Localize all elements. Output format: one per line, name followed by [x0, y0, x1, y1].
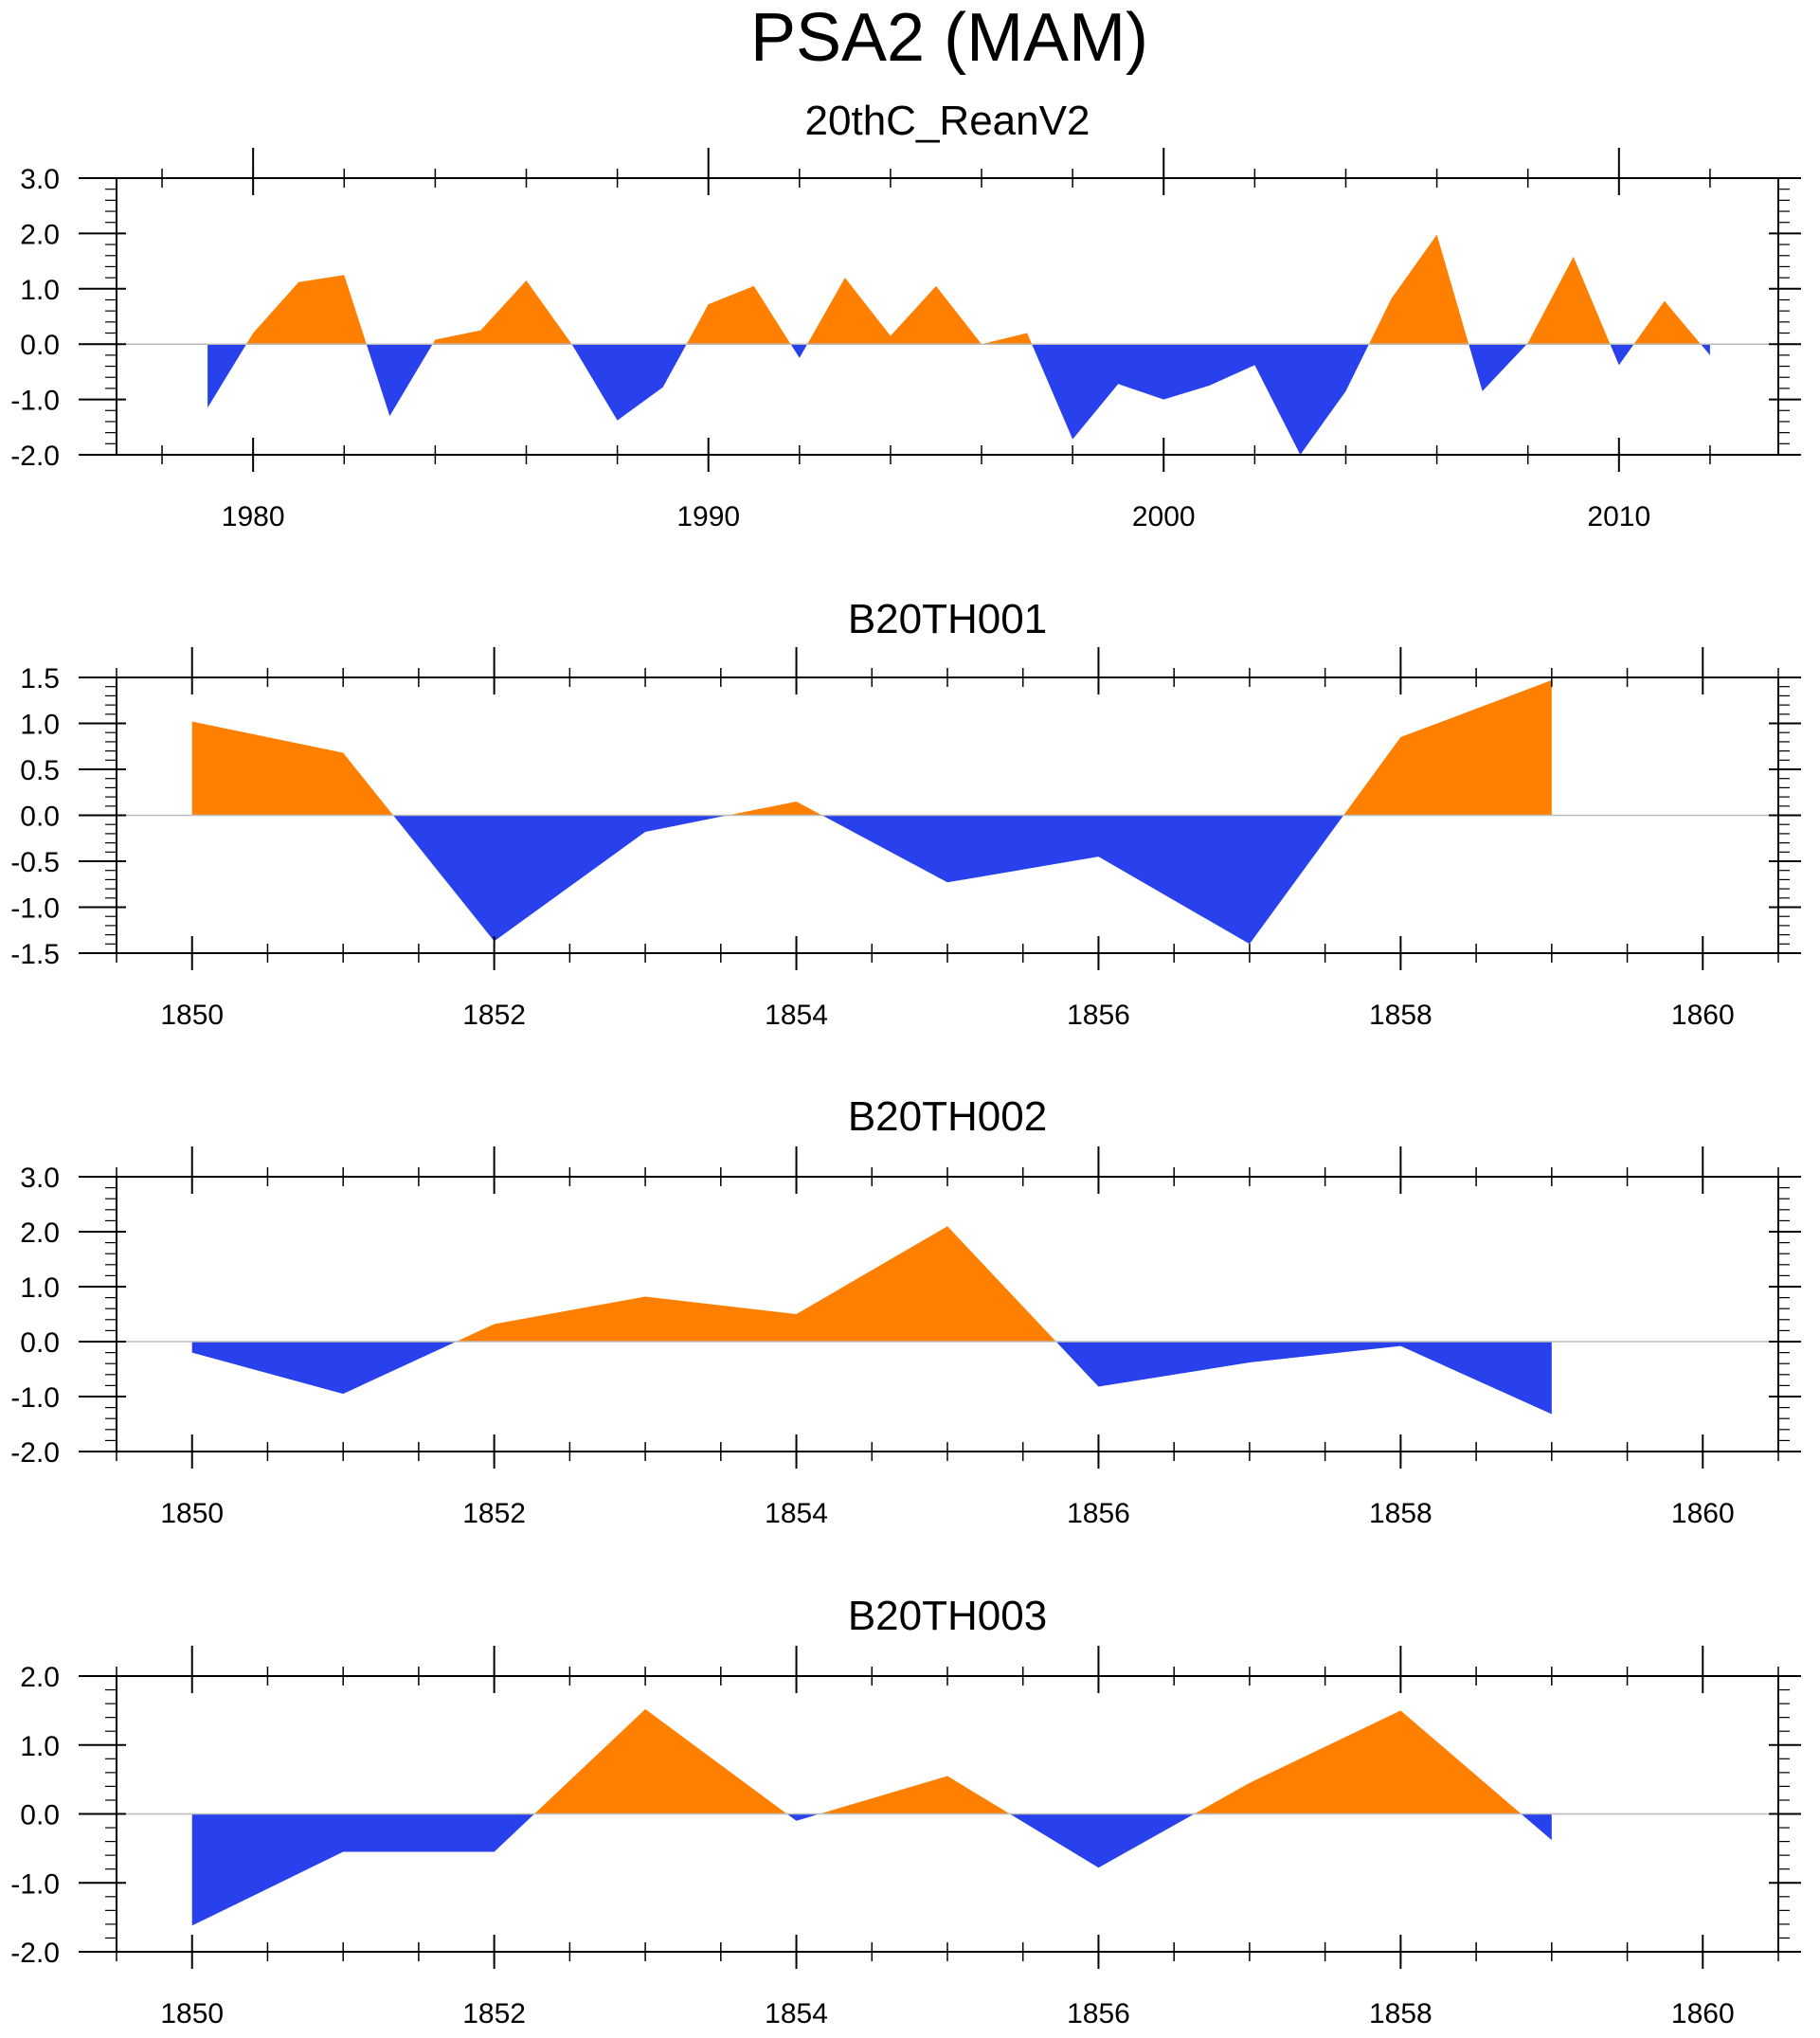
positive-area: [207, 234, 1710, 345]
x-tick-label: 1854: [765, 1998, 828, 2029]
y-tick-label: -1.0: [10, 1868, 60, 1900]
x-tick-label: 1856: [1067, 1498, 1130, 1529]
x-tick-label: 1850: [160, 1498, 224, 1529]
x-tick-label: 1858: [1369, 1000, 1433, 1031]
y-tick-label: 3.0: [20, 164, 60, 195]
y-tick-label: 3.0: [20, 1163, 60, 1194]
y-tick-label: 0.5: [20, 755, 60, 786]
panel-b20th001: B20TH001 1850 1852 1854 1856 1858 1860 -1.5 -1.0…: [10, 596, 1801, 1031]
x-tick-label: 1858: [1369, 1998, 1433, 2029]
x-tick-label: 1860: [1671, 1998, 1735, 2029]
negative-area: [207, 344, 1710, 455]
y-tick-label: 0.0: [20, 1327, 60, 1359]
panel-20thc-reanv2: 20thC_ReanV2 1980 1990 2000 2010 -2.0 -1.0 0.0 1…: [10, 98, 1801, 532]
x-tick-label: 1854: [765, 1498, 828, 1529]
x-tick-label: 1854: [765, 1000, 828, 1031]
positive-area: [191, 1226, 1552, 1342]
x-tick-label: 1852: [462, 1498, 526, 1529]
negative-area: [191, 1342, 1552, 1415]
panel-title: B20TH003: [848, 1593, 1047, 1639]
y-tick-label: -1.0: [10, 893, 60, 925]
panel-b20th003: B20TH003 1850 1852 1854 1856 1858 1860 -2.0 -1.0…: [10, 1593, 1801, 2029]
y-tick-label: 2.0: [20, 1217, 60, 1249]
x-tick-label: 1860: [1671, 1000, 1735, 1031]
y-tick-label: 1.0: [20, 275, 60, 306]
y-tick-label: 1.0: [20, 710, 60, 741]
panel-title: 20thC_ReanV2: [805, 98, 1090, 144]
negative-area: [191, 815, 1552, 945]
y-tick-label: 0.0: [20, 1800, 60, 1831]
y-tick-label: -0.5: [10, 847, 60, 878]
panel-title: B20TH001: [848, 596, 1047, 642]
y-tick-label: 2.0: [20, 1662, 60, 1693]
y-tick-label: 0.0: [20, 330, 60, 361]
panel-title: B20TH002: [848, 1093, 1047, 1140]
plot-frame: [116, 177, 1779, 456]
y-tick-label: -2.0: [10, 441, 60, 472]
y-tick-label: 1.0: [20, 1272, 60, 1304]
y-tick-label: 0.0: [20, 802, 60, 833]
y-tick-label: 2.0: [20, 219, 60, 250]
x-tick-label: 1980: [222, 501, 285, 532]
negative-area: [191, 1813, 1552, 1926]
x-tick-label: 2000: [1132, 501, 1196, 532]
figure-title: PSA2 (MAM): [750, 0, 1148, 76]
x-tick-label: 2010: [1587, 501, 1650, 532]
panel-b20th002: B20TH002 1850 1852 1854 1856 1858 1860 -2.0 -1.0…: [10, 1093, 1801, 1529]
positive-area: [191, 679, 1552, 816]
x-tick-label: 1850: [160, 1000, 224, 1031]
x-tick-label: 1860: [1671, 1498, 1735, 1529]
y-tick-label: 1.5: [20, 663, 60, 694]
x-tick-label: 1852: [462, 1000, 526, 1031]
x-tick-label: 1856: [1067, 1998, 1130, 2029]
x-tick-label: 1850: [160, 1998, 224, 2029]
y-tick-label: -2.0: [10, 1437, 60, 1469]
y-tick-label: -1.0: [10, 1382, 60, 1414]
y-tick-label: -1.5: [10, 939, 60, 970]
x-tick-label: 1852: [462, 1998, 526, 2029]
x-tick-label: 1990: [676, 501, 740, 532]
y-tick-label: -1.0: [10, 386, 60, 417]
y-tick-label: -2.0: [10, 1938, 60, 1969]
x-tick-label: 1856: [1067, 1000, 1130, 1031]
x-tick-label: 1858: [1369, 1498, 1433, 1529]
y-tick-label: 1.0: [20, 1731, 60, 1762]
positive-area: [191, 1708, 1552, 1814]
